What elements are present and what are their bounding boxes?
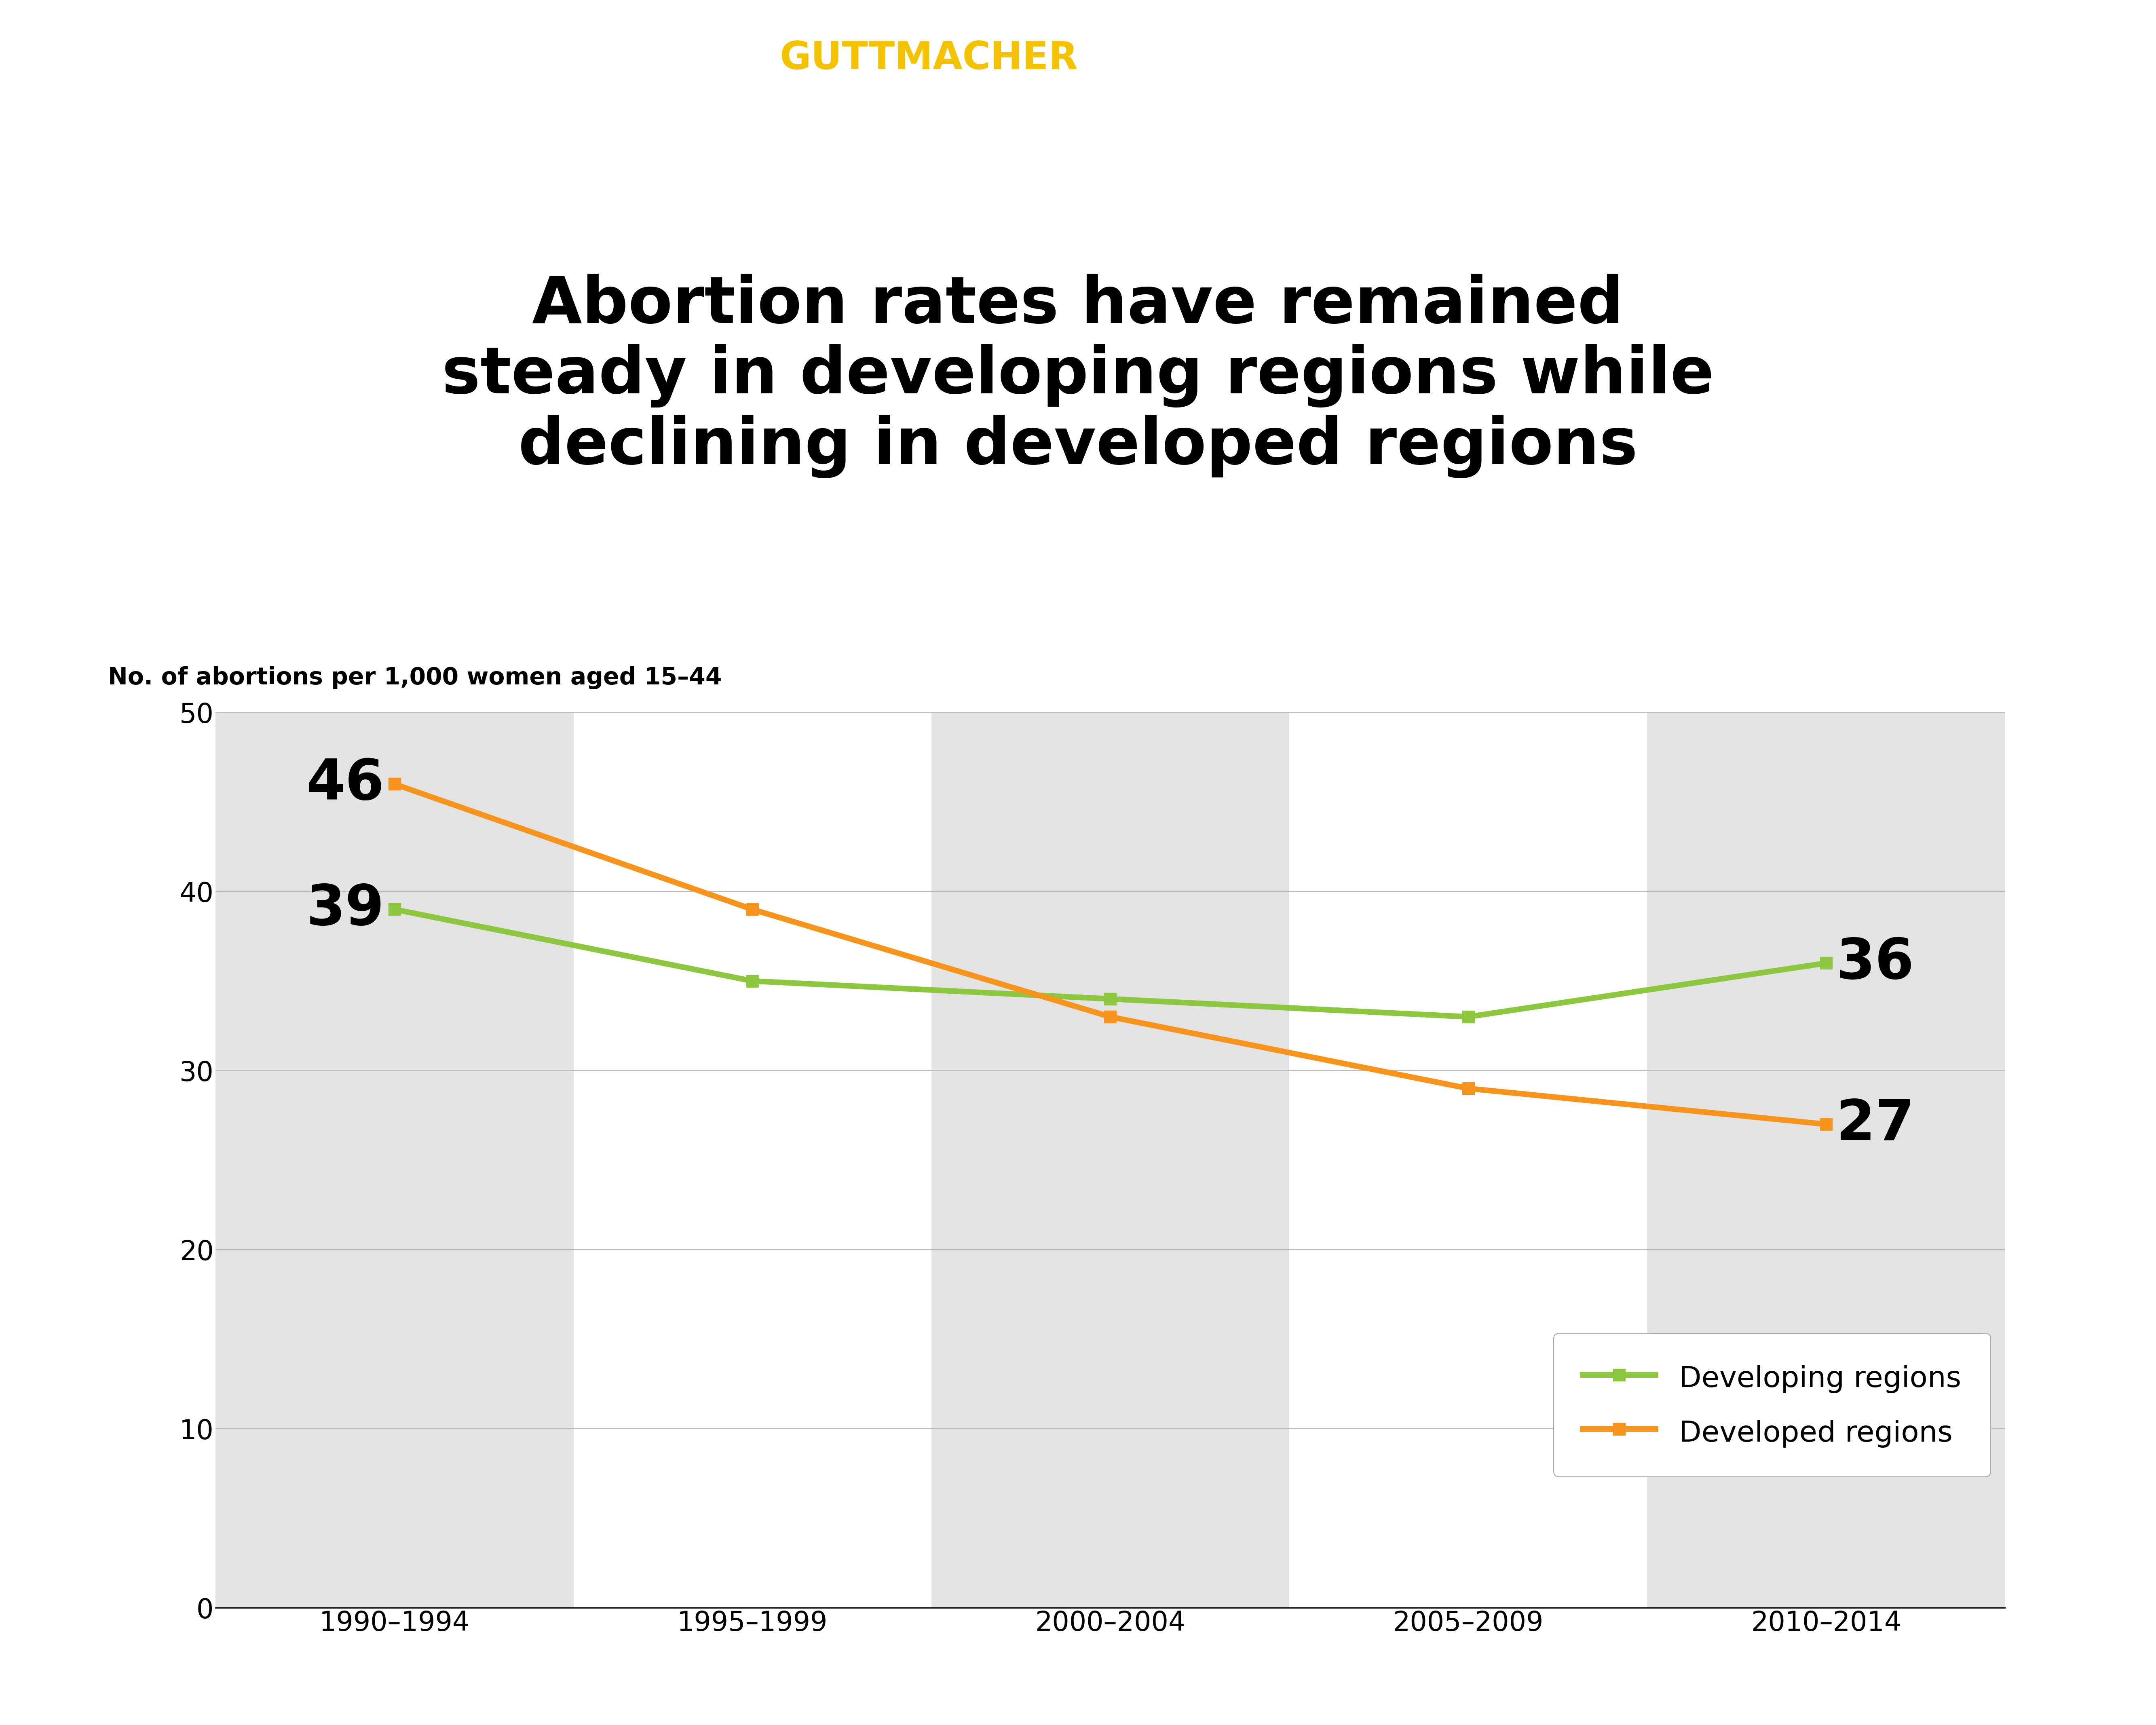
Text: No. of abortions per 1,000 women aged 15–44: No. of abortions per 1,000 women aged 15… — [108, 666, 722, 690]
Bar — [216, 712, 573, 1608]
Text: 27: 27 — [1837, 1097, 1915, 1152]
Text: Abortion rates have remained
steady in developing regions while
declining in dev: Abortion rates have remained steady in d… — [442, 274, 1714, 478]
Bar — [1647, 712, 2005, 1608]
Legend: Developing regions, Developed regions: Developing regions, Developed regions — [1554, 1333, 1990, 1477]
Text: INSTITUTE: INSTITUTE — [1078, 40, 1287, 78]
Text: ©2018: ©2018 — [2014, 1663, 2102, 1687]
Text: GUTTMACHER: GUTTMACHER — [780, 40, 1078, 78]
Text: gu.tt/GlobalAbortion: gu.tt/GlobalAbortion — [54, 1663, 304, 1687]
Bar — [931, 712, 1289, 1608]
Text: 39: 39 — [306, 881, 384, 937]
Text: 46: 46 — [306, 757, 384, 811]
Text: 36: 36 — [1837, 937, 1915, 990]
